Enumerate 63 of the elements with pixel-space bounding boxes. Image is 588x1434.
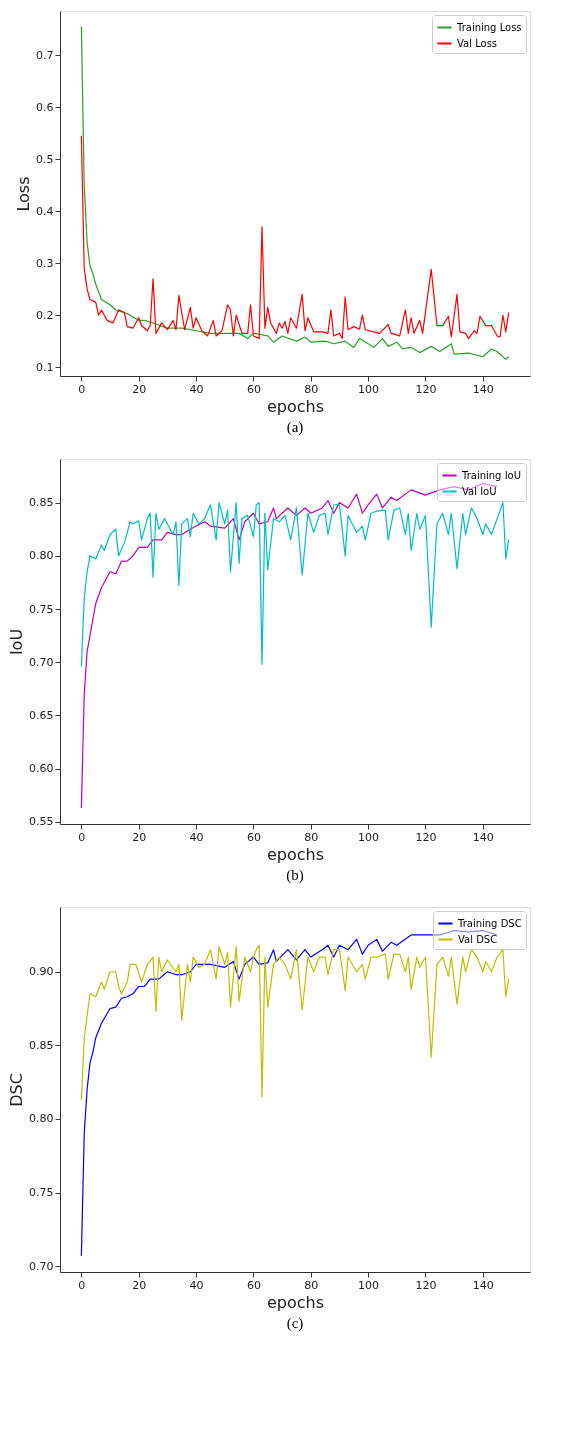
y-tick-label: 0.85	[29, 1038, 54, 1052]
y-axis-title: Loss	[14, 176, 34, 212]
y-tick-label: 0.3	[36, 256, 54, 270]
line-series	[80, 482, 498, 809]
x-tick-label: 20	[132, 830, 147, 844]
x-tick-label: 120	[415, 830, 437, 844]
y-tick-label: 0.85	[29, 496, 54, 510]
x-tick-label: 0	[78, 382, 86, 396]
y-tick-label: 0.1	[36, 360, 54, 374]
x-tick-label: 20	[132, 1278, 147, 1292]
x-tick-label: 60	[246, 382, 261, 396]
x-tick-label: 100	[358, 830, 380, 844]
line-series	[80, 135, 510, 340]
legend-label: Val DSC	[458, 933, 498, 945]
legend-label: Training IoU	[461, 469, 522, 481]
y-tick-label: 0.4	[36, 204, 54, 218]
y-tick-label: 0.6	[36, 100, 54, 114]
x-tick-label: 80	[304, 1278, 319, 1292]
x-tick-label: 20	[132, 382, 147, 396]
x-tick-label: 60	[246, 830, 261, 844]
x-tick-label: 40	[189, 830, 204, 844]
y-tick-label: 0.5	[36, 152, 54, 166]
x-axis-title: epochs	[266, 1292, 325, 1312]
x-tick-label: 40	[189, 382, 204, 396]
x-tick-label: 0	[78, 830, 86, 844]
x-tick-label: 140	[472, 382, 494, 396]
y-tick-label: 0.65	[29, 708, 54, 722]
y-tick-label: 0.90	[29, 965, 54, 979]
x-tick-label: 0	[78, 1278, 86, 1292]
x-tick-label: 120	[415, 1278, 437, 1292]
x-tick-label: 100	[358, 382, 380, 396]
x-axis-title: epochs	[266, 396, 325, 416]
y-tick-label: 0.75	[29, 1186, 54, 1200]
x-tick-label: 60	[246, 1278, 261, 1292]
x-tick-label: 140	[472, 830, 494, 844]
y-axis-title: DSC	[7, 1073, 27, 1107]
y-axis-title: IoU	[7, 628, 27, 656]
x-tick-label: 80	[304, 830, 319, 844]
legend-label: Training Loss	[456, 21, 522, 33]
line-series	[80, 944, 510, 1101]
y-tick-label: 0.70	[29, 1259, 54, 1273]
y-tick-label: 0.7	[36, 48, 54, 62]
x-tick-label: 140	[472, 1278, 494, 1292]
y-tick-label: 0.55	[29, 815, 54, 829]
line-series	[80, 929, 498, 1257]
text: (c)	[286, 1315, 304, 1332]
line-series	[80, 502, 510, 668]
x-axis-title: epochs	[266, 844, 325, 864]
x-tick-label: 40	[189, 1278, 204, 1292]
legend-label: Val Loss	[457, 37, 498, 49]
y-tick-label: 0.75	[29, 602, 54, 616]
y-tick-label: 0.70	[29, 655, 54, 669]
text: (a)	[286, 419, 304, 436]
x-tick-label: 120	[415, 382, 437, 396]
y-tick-label: 0.2	[36, 308, 54, 322]
x-tick-label: 80	[304, 382, 319, 396]
y-tick-label: 0.80	[29, 1112, 54, 1126]
y-tick-label: 0.60	[29, 762, 54, 776]
legend-label: Val IoU	[462, 485, 497, 497]
y-tick-label: 0.80	[29, 549, 54, 563]
x-tick-label: 100	[358, 1278, 380, 1292]
text: (b)	[286, 867, 304, 884]
legend-label: Training DSC	[457, 917, 522, 929]
